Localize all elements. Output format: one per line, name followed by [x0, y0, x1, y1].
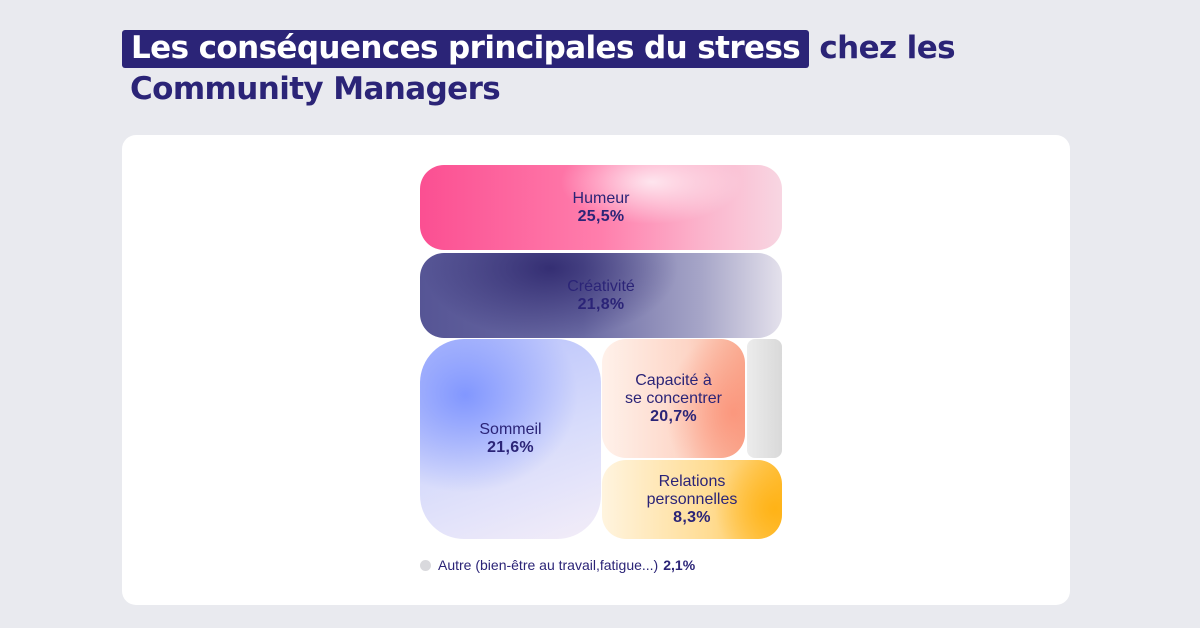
legend-value-autre: 2,1% [663, 557, 696, 573]
tile-label-creativite: Créativité [567, 277, 635, 295]
tile-value-relations: 8,3% [673, 508, 711, 526]
tile-label-humeur: Humeur [572, 189, 630, 207]
treemap-tile-concentrer: Capacité à se concentrer 20,7% [602, 339, 745, 458]
tile-label-concentrer-1: Capacité à [635, 371, 712, 389]
treemap-tile-humeur: Humeur 25,5% [420, 165, 782, 250]
legend-label-autre: Autre (bien-être au travail,fatigue...) [438, 557, 659, 573]
title-highlight: Les conséquences principales du stress [122, 30, 810, 68]
tile-label-sommeil: Sommeil [479, 421, 542, 438]
tile-value-sommeil: 21,6% [487, 439, 534, 456]
treemap-tile-sommeil: Sommeil 21,6% [420, 339, 601, 539]
legend: Autre (bien-être au travail,fatigue...) … [420, 557, 695, 573]
treemap-tile-autre [747, 339, 782, 458]
chart-card: Humeur 25,5% Créativité 21,8% Sommeil 21… [122, 135, 1070, 605]
tile-label-concentrer-2: se concentrer [625, 389, 722, 407]
chart-title: Les conséquences principales du stress c… [122, 28, 956, 109]
title-rest: chez les [819, 30, 955, 66]
tile-label-relations-2: personnelles [646, 490, 738, 508]
tile-label-relations-1: Relations [658, 472, 726, 490]
treemap-tile-creativite: Créativité 21,8% [420, 253, 782, 338]
tile-value-creativite: 21,8% [577, 295, 625, 313]
treemap-tile-relations: Relations personnelles 8,3% [602, 460, 782, 539]
tile-value-humeur: 25,5% [577, 207, 625, 225]
legend-dot-autre [420, 559, 431, 571]
title-line2: Community Managers [130, 71, 501, 107]
tile-value-concentrer: 20,7% [650, 407, 697, 425]
